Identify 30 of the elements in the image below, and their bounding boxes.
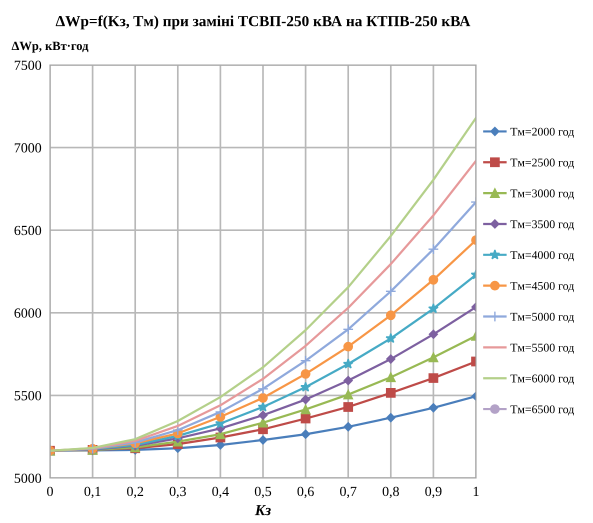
- legend-label: Tм=6000 год: [510, 374, 574, 385]
- x-tick-label: 1: [474, 486, 479, 496]
- legend-label: Tм=4500 год: [510, 282, 574, 292]
- x-tick-label: 0,3: [170, 486, 186, 498]
- x-axis-title: Kз: [254, 505, 271, 516]
- y-tick-label: 7500: [14, 60, 42, 70]
- legend-label: Tм=3000 год: [510, 189, 574, 200]
- x-tick-label: 0,1: [84, 486, 100, 498]
- y-tick-label: 5500: [14, 390, 42, 400]
- x-tick-label: 0,5: [254, 486, 272, 498]
- y-tick-label: 6000: [14, 308, 42, 318]
- x-tick-label: 0: [47, 486, 53, 496]
- legend-label: Tм=5000 год: [510, 312, 574, 323]
- y-tick-label: 5000: [14, 474, 42, 483]
- legend-label: Tм=6500 год: [510, 405, 574, 416]
- x-tick-label: 0,2: [127, 486, 144, 498]
- y-axis-title: ΔWр, кВт·год: [12, 42, 88, 53]
- y-tick-label: 6500: [14, 226, 42, 236]
- chart-title: ΔWр=f(Kз, Tм) при заміні ТСВП-250 кВА на КТПВ-250 кВА: [56, 15, 470, 30]
- x-tick-label: 0,9: [425, 486, 442, 498]
- legend-label: Tм=3500 год: [510, 220, 574, 230]
- legend-label: Tм=5500 год: [510, 344, 574, 354]
- x-tick-label: 0,4: [212, 486, 229, 498]
- legend-label: Tм=2000 год: [510, 128, 574, 138]
- x-tick-label: 0,7: [340, 486, 356, 498]
- legend-label: Tм=4000 год: [510, 251, 574, 262]
- x-tick-label: 0,6: [297, 486, 314, 498]
- legend-label: Tм=2500 год: [510, 158, 574, 169]
- y-tick-label: 7000: [14, 143, 42, 153]
- x-tick-label: 0,8: [382, 486, 399, 498]
